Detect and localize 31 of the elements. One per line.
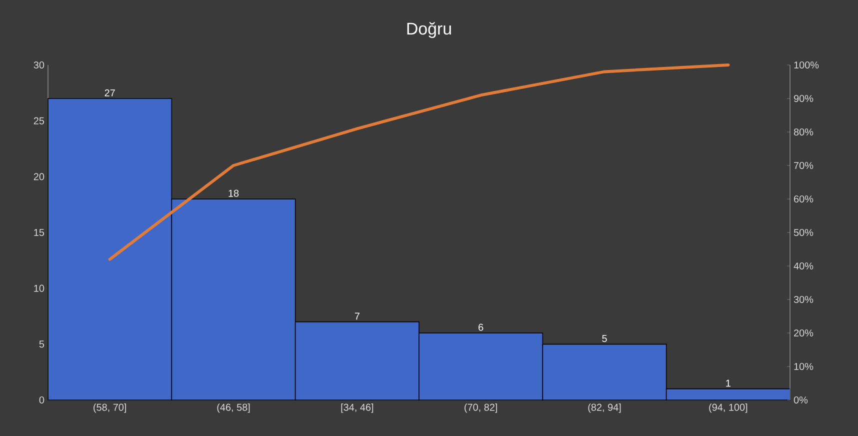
y2-tick-label: 10% (794, 362, 814, 370)
y-tick-label: 15 (34, 229, 44, 236)
y2-tick-label: 40% (794, 262, 814, 270)
chart-title: Doğru (407, 22, 451, 38)
y-tick-label: 0 (39, 396, 44, 404)
data-label: 18 (228, 190, 239, 197)
x-tick-label: (46, 58] (217, 404, 250, 413)
x-tick-label: (82, 94] (588, 404, 621, 413)
y-tick-label: 25 (34, 117, 44, 124)
x-tick-label: (58, 70] (94, 404, 126, 413)
data-label: 6 (478, 324, 484, 331)
y2-tick-label: 90% (794, 94, 814, 102)
y2-tick-label: 70% (794, 162, 814, 170)
x-tick-label: [34, 46] (341, 404, 374, 413)
data-label: 1 (726, 380, 730, 387)
data-label: 27 (104, 89, 115, 96)
y2-tick-label: 20% (794, 329, 814, 337)
y2-tick-label: 30% (794, 296, 814, 304)
y-tick-label: 20 (34, 173, 44, 180)
y-tick-label: 10 (34, 284, 44, 292)
y-tick-label: 5 (39, 340, 44, 348)
y2-tick-label: 0% (794, 396, 808, 404)
y2-tick-label: 50% (794, 228, 814, 236)
data-label: 7 (354, 312, 360, 320)
y-tick-label: 30 (34, 61, 44, 69)
x-tick-label: (70, 82] (464, 404, 498, 413)
y2-tick-label: 80% (794, 128, 814, 136)
x-tick-label: (94, 100] (709, 404, 748, 413)
y2-tick-label: 60% (794, 195, 814, 203)
data-label: 5 (602, 335, 607, 342)
y2-tick-label: 100% (794, 61, 819, 69)
